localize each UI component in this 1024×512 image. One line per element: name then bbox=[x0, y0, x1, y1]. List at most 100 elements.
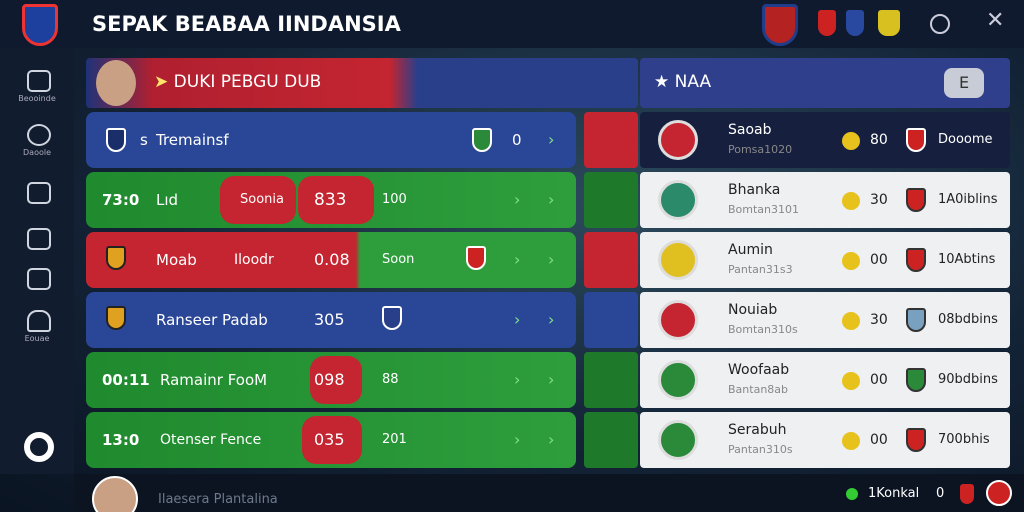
standing-row[interactable]: Serabuh Pantan310s 00 700bhis bbox=[640, 412, 1010, 468]
banner-text: NAA bbox=[674, 72, 712, 92]
cell: 13:0 bbox=[102, 431, 140, 449]
banner: ★ NAA E bbox=[640, 58, 1010, 108]
menu-icon[interactable] bbox=[27, 228, 51, 250]
cell: Ranseer Padab bbox=[156, 311, 268, 329]
standing-row[interactable]: Nouiab Bomtan310s 30 08bdbins bbox=[640, 292, 1010, 348]
team-logo bbox=[658, 300, 698, 340]
match-row[interactable]: 13:0 Otenser Fence 035 201 › › bbox=[86, 412, 576, 468]
cell: s bbox=[140, 131, 148, 149]
badge-tile bbox=[584, 352, 638, 408]
team-sub: Pantan31s3 bbox=[728, 263, 793, 276]
team-logo bbox=[658, 420, 698, 460]
club-crest bbox=[22, 4, 58, 46]
badge bbox=[906, 188, 926, 212]
info: Dooome bbox=[938, 132, 993, 147]
team-sub: Pantan310s bbox=[728, 443, 793, 456]
menu-label: Daoole bbox=[23, 148, 51, 157]
arrow[interactable]: › bbox=[548, 430, 555, 449]
cell: 0.08 bbox=[314, 250, 350, 269]
info: 90bdbins bbox=[938, 372, 998, 387]
menu-icon[interactable] bbox=[27, 70, 51, 92]
match-row[interactable]: 73:0 Lıd Soonia 833 100 › › bbox=[86, 172, 576, 228]
arrow[interactable]: › bbox=[514, 370, 521, 389]
crest[interactable] bbox=[986, 480, 1012, 506]
arrow[interactable]: › bbox=[548, 130, 555, 149]
arrow[interactable]: › bbox=[514, 310, 521, 329]
score: 00 bbox=[870, 432, 888, 448]
coin-icon bbox=[842, 432, 860, 450]
arrow[interactable]: › bbox=[514, 190, 521, 209]
settings-button[interactable] bbox=[930, 14, 950, 34]
crest[interactable] bbox=[818, 10, 836, 36]
score: 80 bbox=[870, 132, 888, 148]
menu-icon[interactable] bbox=[27, 182, 51, 204]
status-dot bbox=[846, 488, 858, 500]
cell: 035 bbox=[314, 430, 345, 449]
badge bbox=[906, 248, 926, 272]
crest[interactable] bbox=[878, 10, 900, 36]
cell: 0 bbox=[512, 131, 522, 149]
cell: 305 bbox=[314, 310, 345, 329]
pill bbox=[298, 176, 374, 224]
cell: Soon bbox=[382, 252, 415, 267]
arrow[interactable]: › bbox=[514, 250, 521, 269]
cell: 201 bbox=[382, 432, 407, 447]
cell: Tremainsf bbox=[156, 131, 229, 149]
badge bbox=[906, 128, 926, 152]
arrow[interactable]: › bbox=[548, 250, 555, 269]
arrow[interactable]: › bbox=[548, 370, 555, 389]
standing-row[interactable]: Saoab Pomsa1020 80 Dooome bbox=[640, 112, 1010, 168]
team-name: Woofaab bbox=[728, 362, 790, 378]
info: 1A0iblins bbox=[938, 192, 998, 207]
info: 08bdbins bbox=[938, 312, 998, 327]
match-row[interactable]: Ranseer Padab 305 › › bbox=[86, 292, 576, 348]
team-name: Nouiab bbox=[728, 302, 778, 318]
menu-label: Beooinde bbox=[18, 94, 56, 103]
team-logo bbox=[658, 360, 698, 400]
cell: Otenser Fence bbox=[160, 432, 262, 448]
match-row[interactable]: 00:11 Ramainr FooM 098 88 › › bbox=[86, 352, 576, 408]
badge bbox=[382, 306, 402, 330]
crest[interactable] bbox=[960, 484, 974, 504]
standing-row[interactable]: Aumin Pantan31s3 00 10Abtins bbox=[640, 232, 1010, 288]
score: 00 bbox=[870, 252, 888, 268]
cell: Lıd bbox=[156, 191, 179, 209]
banner-title: ★ NAA bbox=[654, 72, 712, 92]
team-name: Serabuh bbox=[728, 422, 787, 438]
standing-row[interactable]: Woofaab Bantan8ab 00 90bdbins bbox=[640, 352, 1010, 408]
menu-icon[interactable] bbox=[27, 310, 51, 332]
close-button[interactable]: ✕ bbox=[986, 8, 1005, 33]
badge bbox=[106, 246, 126, 270]
cell: Iloodr bbox=[234, 252, 274, 268]
crest[interactable] bbox=[762, 4, 798, 46]
coin-icon bbox=[842, 252, 860, 270]
cell: 73:0 bbox=[102, 191, 140, 209]
team-logo bbox=[658, 240, 698, 280]
footer-label: 1Konkal bbox=[868, 486, 920, 501]
match-row[interactable]: s Tremainsf 0 › bbox=[86, 112, 576, 168]
player-avatar bbox=[96, 60, 136, 106]
team-sub: Pomsa1020 bbox=[728, 143, 793, 156]
team-sub: Bomtan310s bbox=[728, 323, 798, 336]
banner-text: DUKI PEBGU DUB bbox=[173, 72, 322, 92]
badge bbox=[106, 306, 126, 330]
info: 10Abtins bbox=[938, 252, 996, 267]
score: 30 bbox=[870, 192, 888, 208]
arrow[interactable]: › bbox=[548, 190, 555, 209]
badge-tile bbox=[584, 112, 638, 168]
menu-label: Eouae bbox=[24, 334, 50, 343]
button[interactable]: E bbox=[944, 68, 984, 98]
match-row[interactable]: Moab Iloodr 0.08 Soon › › bbox=[86, 232, 576, 288]
team-sub: Bomtan3101 bbox=[728, 203, 800, 216]
crest[interactable] bbox=[846, 10, 864, 36]
coin-icon bbox=[842, 372, 860, 390]
banner: ➤ DUKI PEBGU DUB bbox=[86, 58, 638, 108]
menu-icon[interactable] bbox=[27, 268, 51, 290]
arrow[interactable]: › bbox=[514, 430, 521, 449]
record-button[interactable] bbox=[24, 432, 54, 462]
standing-row[interactable]: Bhanka Bomtan3101 30 1A0iblins bbox=[640, 172, 1010, 228]
pill bbox=[302, 416, 362, 464]
score: 30 bbox=[870, 312, 888, 328]
menu-icon[interactable] bbox=[27, 124, 51, 146]
arrow[interactable]: › bbox=[548, 310, 555, 329]
